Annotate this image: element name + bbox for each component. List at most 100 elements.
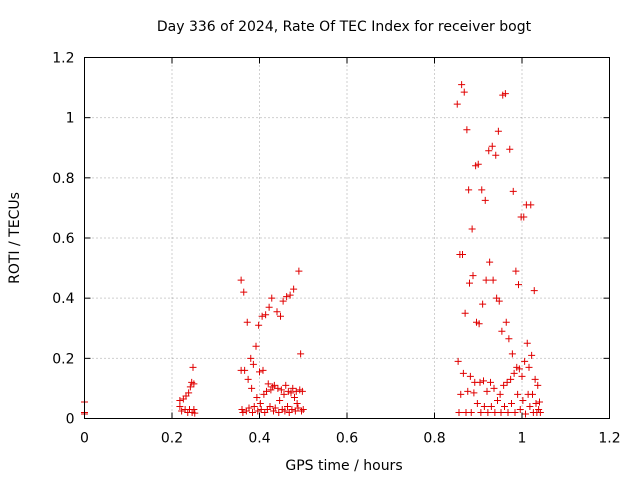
data-point <box>286 291 294 299</box>
data-point <box>267 386 275 394</box>
data-point <box>515 365 523 373</box>
data-point <box>295 267 303 275</box>
data-point <box>457 390 465 398</box>
data-point <box>290 285 298 293</box>
data-point <box>495 297 503 305</box>
data-point <box>470 389 478 397</box>
data-point <box>247 354 255 362</box>
data-point <box>522 410 529 418</box>
data-point <box>484 408 492 416</box>
data-point <box>490 384 498 392</box>
data-point <box>461 309 469 317</box>
data-point <box>271 404 279 412</box>
data-point <box>279 297 287 305</box>
y-axis-label: ROTI / TECUs <box>7 192 23 284</box>
data-point <box>485 147 493 155</box>
data-point <box>530 287 538 295</box>
y-tick-label: 0.4 <box>52 291 74 307</box>
data-point <box>455 408 463 416</box>
data-point <box>464 387 472 395</box>
data-point <box>476 378 484 386</box>
data-point <box>273 308 281 316</box>
data-point <box>511 408 519 416</box>
data-point <box>276 396 284 404</box>
data-point <box>536 408 544 416</box>
data-point <box>245 404 253 412</box>
data-point <box>186 383 194 391</box>
data-point <box>284 402 291 410</box>
data-point <box>482 276 490 284</box>
data-point <box>487 402 495 410</box>
data-point <box>270 407 277 415</box>
data-point <box>478 186 486 194</box>
x-tick-label: 0.6 <box>336 431 358 447</box>
data-point <box>483 387 491 395</box>
data-point <box>500 381 508 389</box>
data-point <box>516 405 524 413</box>
data-point <box>510 369 518 377</box>
data-point <box>257 405 265 413</box>
data-point <box>466 372 474 380</box>
data-point <box>453 100 461 108</box>
data-point <box>525 363 533 371</box>
data-point <box>263 387 270 395</box>
data-point <box>238 405 246 413</box>
data-point <box>519 396 527 404</box>
data-point <box>523 339 531 347</box>
data-point <box>460 88 468 96</box>
data-point <box>528 351 536 359</box>
data-point <box>487 378 494 386</box>
data-point <box>498 327 506 335</box>
y-tick-label: 0 <box>66 412 75 428</box>
data-point <box>191 409 199 417</box>
data-point <box>497 408 505 416</box>
data-point <box>489 276 497 284</box>
data-point <box>240 288 248 296</box>
data-point <box>264 380 272 388</box>
y-tick-label: 1 <box>66 111 75 127</box>
axis-ticks <box>84 57 610 419</box>
x-axis-label: GPS time / hours <box>285 458 402 474</box>
data-point <box>475 320 483 328</box>
chart-title: Day 336 of 2024, Rate Of TEC Index for r… <box>157 19 532 35</box>
data-point <box>255 321 263 329</box>
data-point <box>454 357 462 365</box>
data-point <box>531 375 539 383</box>
data-point <box>515 281 522 289</box>
data-point <box>189 363 197 371</box>
data-point <box>292 387 300 395</box>
data-point <box>190 405 198 413</box>
data-point <box>299 405 307 413</box>
data-point <box>185 389 193 397</box>
x-tick-label: 0.8 <box>423 431 445 447</box>
data-point <box>291 393 298 401</box>
data-point <box>474 160 482 168</box>
data-point <box>458 81 466 89</box>
data-point <box>298 407 305 415</box>
data-point <box>280 390 288 398</box>
data-point <box>468 225 476 233</box>
data-point <box>244 375 252 383</box>
data-point <box>253 393 261 401</box>
data-point <box>283 293 291 301</box>
data-point <box>277 386 285 394</box>
data-point <box>504 408 512 416</box>
data-point <box>270 381 278 389</box>
data-point <box>269 383 277 391</box>
data-point <box>248 384 256 392</box>
data-point <box>534 381 542 389</box>
data-point <box>526 402 534 410</box>
y-tick-label: 0.6 <box>52 231 74 247</box>
data-point <box>176 396 184 404</box>
data-point <box>469 272 477 280</box>
data-point <box>298 387 306 395</box>
data-point <box>480 377 487 385</box>
x-tick-label: 1 <box>518 431 527 447</box>
data-point <box>294 404 302 412</box>
y-tick-label: 0.2 <box>52 351 74 367</box>
data-point <box>252 342 260 350</box>
y-tick-label: 0.8 <box>52 171 74 187</box>
data-point <box>293 399 301 407</box>
data-point <box>488 142 496 150</box>
